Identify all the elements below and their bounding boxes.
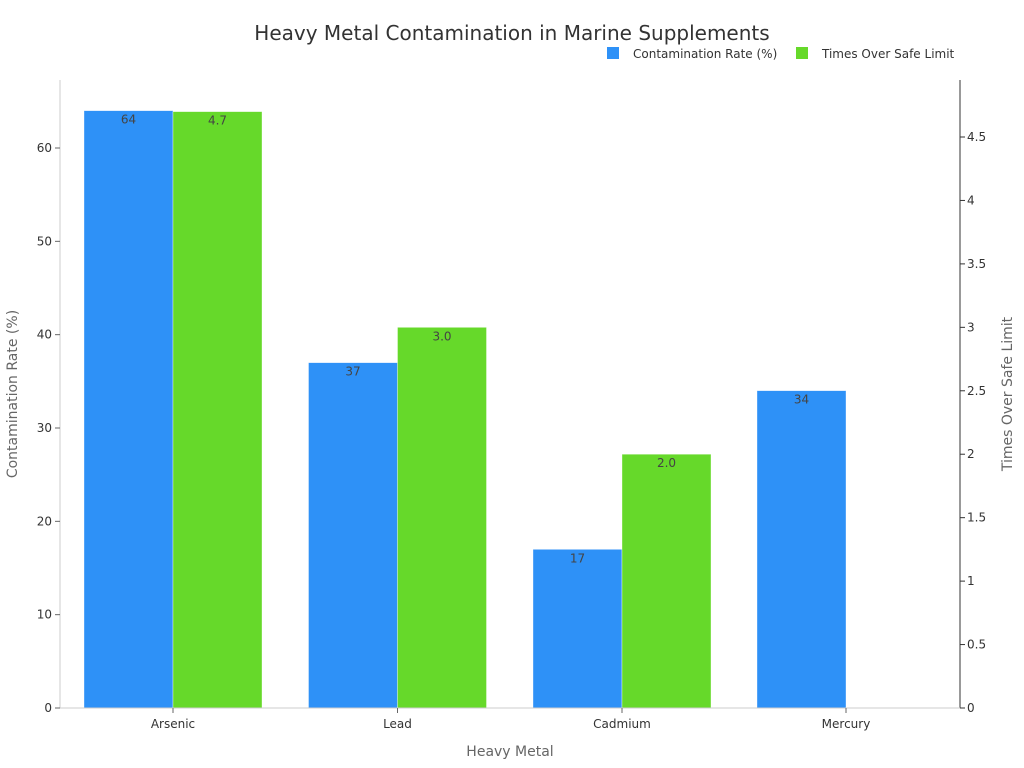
bar [397, 327, 487, 709]
y2-tick-label: 4 [967, 193, 975, 207]
legend-swatch [607, 47, 619, 59]
bars: 64 4.7 37 3.0 17 2.0 34 [83, 110, 847, 709]
bar-value-label: 64 [121, 113, 136, 127]
x-tick-label: Arsenic [151, 717, 195, 731]
x-axis-title: Heavy Metal [466, 744, 553, 760]
y-tick-label: 40 [37, 328, 52, 342]
y2-tick-label: 1.5 [967, 511, 986, 525]
bar-value-label: 37 [345, 365, 360, 379]
y-tick-label: 30 [37, 421, 52, 435]
legend-swatch [796, 47, 808, 59]
right-axis: 0 0.5 1 1.5 2 2.5 3 3.5 4 4.5 [959, 80, 986, 715]
bar [308, 362, 398, 709]
y2-tick-label: 2.5 [967, 384, 986, 398]
bar [532, 549, 623, 709]
y-tick-label: 10 [37, 608, 52, 622]
y2-tick-label: 0 [967, 701, 975, 715]
y2-tick-label: 0.5 [967, 638, 986, 652]
x-tick-label: Lead [383, 717, 412, 731]
legend-label: Contamination Rate (%) [633, 47, 777, 61]
chart-title: Heavy Metal Contamination in Marine Supp… [254, 21, 769, 45]
legend: Contamination Rate (%) Times Over Safe Li… [607, 47, 955, 61]
y2-tick-label: 3.5 [967, 257, 986, 271]
bar-value-label: 3.0 [432, 329, 451, 343]
y2-tick-label: 4.5 [967, 130, 986, 144]
y-tick-label: 0 [44, 701, 52, 715]
y2-tick-label: 1 [967, 574, 975, 588]
bar-value-label: 2.0 [657, 456, 676, 470]
y2-tick-label: 2 [967, 447, 975, 461]
legend-label: Times Over Safe Limit [821, 47, 955, 61]
bar-value-label: 34 [794, 393, 809, 407]
bar [621, 453, 712, 709]
bar [83, 110, 174, 709]
bar [756, 390, 847, 709]
left-axis: 0 10 20 30 40 50 60 [37, 80, 61, 715]
y-tick-label: 60 [37, 141, 52, 155]
y2-tick-label: 3 [967, 320, 975, 334]
x-tick-label: Mercury [822, 717, 871, 731]
y-axis-title: Contamination Rate (%) [5, 310, 21, 478]
bar [172, 111, 263, 709]
y2-axis-title: Times Over Safe Limit [1000, 316, 1016, 472]
bar-value-label: 4.7 [208, 114, 227, 128]
y-tick-label: 20 [37, 514, 52, 528]
y-tick-label: 50 [37, 234, 52, 248]
bar-value-label: 17 [570, 551, 585, 565]
x-tick-label: Cadmium [593, 717, 651, 731]
x-axis: Arsenic Lead Cadmium Mercury [60, 707, 960, 731]
